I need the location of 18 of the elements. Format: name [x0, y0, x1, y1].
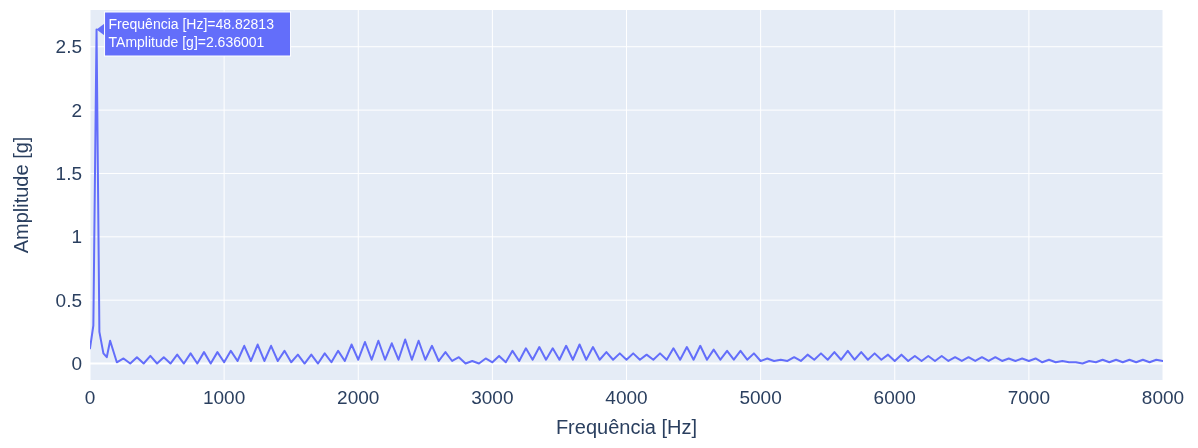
y-tick-label: 1.5 — [55, 163, 82, 185]
x-tick-label: 0 — [84, 387, 96, 408]
y-tick-label: 0.5 — [55, 289, 82, 311]
annotation: Frequência [Hz]=48.82813 TAmplitude [g]=2.636001 — [108, 16, 275, 50]
x-tick-label: 7000 — [1007, 387, 1051, 408]
y-tick-label: 1 — [71, 226, 82, 248]
x-tick-label: 6000 — [873, 387, 916, 408]
y-tick-label: 2 — [71, 99, 82, 121]
y-tick-label: 0 — [71, 353, 82, 375]
x-axis-title: Frequência [Hz] — [555, 416, 698, 438]
x-tick-label: 8000 — [1141, 387, 1185, 408]
x-tick-label: 5000 — [739, 387, 782, 408]
x-tick-label: 1000 — [202, 387, 246, 408]
x-tick-label: 3000 — [471, 387, 514, 408]
x-tick-label: 4000 — [605, 387, 648, 408]
y-axis-title: Amplitude [g] — [10, 136, 32, 254]
x-tick-label: 2000 — [337, 387, 380, 408]
y-tick-label: 2.5 — [55, 36, 82, 58]
